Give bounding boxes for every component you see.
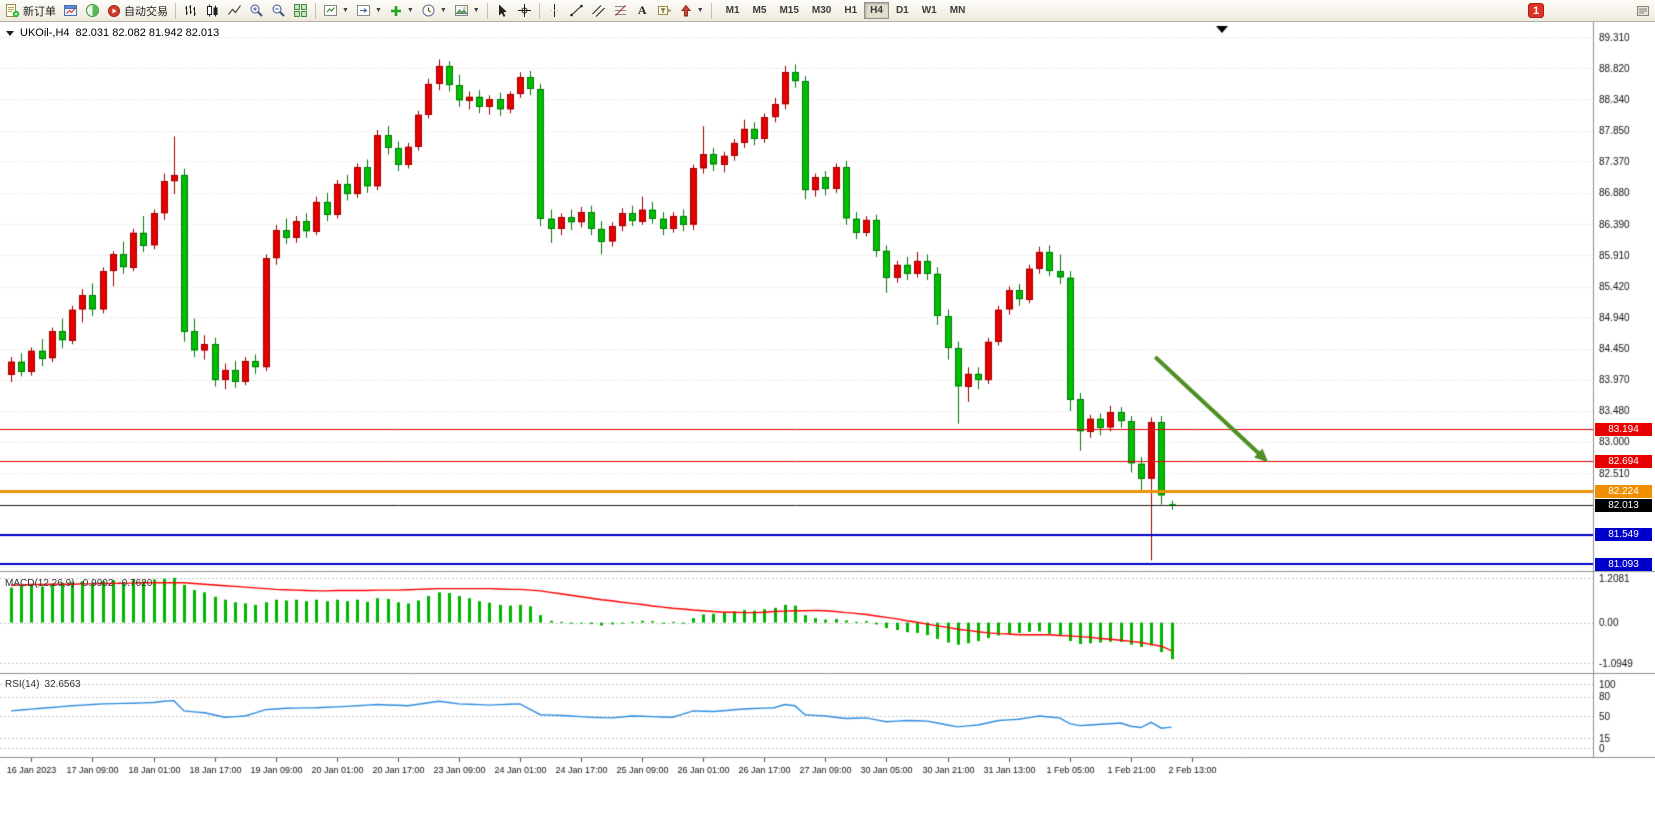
- text-label-icon: [657, 3, 672, 18]
- new-order-label: 新订单: [23, 5, 56, 18]
- zoom-out-button[interactable]: [268, 1, 289, 20]
- new-order-icon: [5, 3, 20, 18]
- zoom-in-icon: [249, 3, 264, 18]
- ohlc-values-label: 82.031 82.082 81.942 82.013: [75, 27, 220, 39]
- toolbar-separator: [538, 2, 540, 19]
- line-chart-icon: [227, 3, 242, 18]
- dropdown-arrow-icon: ▼: [439, 7, 447, 14]
- toolbar-separator: [315, 2, 316, 19]
- clock-icon: [421, 3, 436, 18]
- add-indicator-button[interactable]: ▼: [386, 1, 417, 20]
- fibonacci-button[interactable]: [610, 1, 631, 20]
- timeframe-w1-button[interactable]: W1: [916, 2, 943, 19]
- auto-scroll-icon: [356, 3, 371, 18]
- chart-window-icon: [63, 3, 78, 18]
- charts-window-button[interactable]: [60, 1, 81, 20]
- chart-title: UKOil-,H4 82.031 82.082 81.942 82.013: [6, 27, 219, 39]
- template-image-icon: [454, 3, 469, 18]
- add-indicator-icon: [389, 4, 403, 18]
- text-label-button[interactable]: [654, 1, 675, 20]
- cursor-button[interactable]: [492, 1, 513, 20]
- chart-canvas[interactable]: [0, 22, 1655, 824]
- dropdown-arrow-icon: ▼: [374, 7, 382, 14]
- chart-shift-icon: [323, 3, 338, 18]
- tile-windows-button[interactable]: [290, 1, 311, 20]
- tile-windows-icon: [293, 3, 308, 18]
- autotrading-icon: [107, 4, 121, 18]
- auto-scroll-button[interactable]: ▼: [353, 1, 385, 20]
- market-watch-button[interactable]: [82, 1, 103, 20]
- arrow-shape-icon: [679, 4, 693, 18]
- vertical-line-icon: [548, 3, 561, 18]
- symbol-period-label: UKOil-,H4: [20, 27, 70, 39]
- timeframe-toolbar: M1 M5 M15 M30 H1 H4 D1 W1 MN: [720, 2, 972, 19]
- autotrading-button[interactable]: 自动交易: [104, 1, 171, 20]
- zoom-out-icon: [271, 3, 286, 18]
- timeframe-d1-button[interactable]: D1: [890, 2, 915, 19]
- text-button[interactable]: A: [632, 1, 653, 20]
- channel-icon: [591, 3, 606, 18]
- equidistant-channel-button[interactable]: [588, 1, 609, 20]
- macd-value: -0.9902: [79, 578, 114, 589]
- periods-button[interactable]: ▼: [418, 1, 450, 20]
- collapse-triangle-icon[interactable]: [6, 30, 14, 36]
- line-chart-button[interactable]: [224, 1, 245, 20]
- zoom-in-button[interactable]: [246, 1, 267, 20]
- autotrading-label: 自动交易: [124, 5, 168, 18]
- macd-signal-value: -0.7620: [118, 578, 153, 589]
- new-order-button[interactable]: 新订单: [2, 1, 59, 20]
- timeframe-h4-button[interactable]: H4: [864, 2, 889, 19]
- market-watch-icon: [85, 3, 100, 18]
- timeframe-mn-button[interactable]: MN: [944, 2, 972, 19]
- toolbox-icon: [1636, 4, 1650, 18]
- templates-button[interactable]: ▼: [451, 1, 483, 20]
- timeframe-h1-button[interactable]: H1: [838, 2, 863, 19]
- chart-shift-button[interactable]: ▼: [320, 1, 352, 20]
- text-a-icon: A: [637, 3, 647, 17]
- toolbar: 新订单 自动交易: [0, 0, 1655, 22]
- candlestick-icon: [205, 3, 220, 18]
- toolbar-separator: [486, 2, 488, 19]
- vertical-line-button[interactable]: [544, 1, 565, 20]
- trendline-button[interactable]: [566, 1, 587, 20]
- candlestick-chart-button[interactable]: [202, 1, 223, 20]
- cursor-arrow-icon: [495, 3, 510, 18]
- toolbar-separator: [710, 2, 712, 19]
- dropdown-arrow-icon: ▼: [406, 7, 414, 14]
- rsi-value: 32.6563: [44, 679, 81, 690]
- macd-name: MACD(12,26,9): [5, 578, 75, 589]
- crosshair-button[interactable]: [514, 1, 535, 20]
- toolbox-button[interactable]: [1632, 1, 1653, 20]
- toolbar-right: 1: [1528, 1, 1653, 20]
- timeframe-m1-button[interactable]: M1: [720, 2, 746, 19]
- timeframe-m5-button[interactable]: M5: [747, 2, 773, 19]
- toolbar-separator: [175, 2, 176, 19]
- timeframe-m15-button[interactable]: M15: [773, 2, 804, 19]
- chart-window: UKOil-,H4 82.031 82.082 81.942 82.013 MA…: [0, 22, 1655, 824]
- dropdown-arrow-icon: ▼: [696, 7, 704, 14]
- dropdown-arrow-icon: ▼: [472, 7, 480, 14]
- rsi-indicator-label: RSI(14) 32.6563: [5, 679, 81, 690]
- arrows-button[interactable]: ▼: [676, 1, 707, 20]
- notification-badge[interactable]: 1: [1528, 3, 1544, 18]
- dropdown-arrow-icon: ▼: [342, 7, 349, 14]
- macd-indicator-label: MACD(12,26,9) -0.9902 -0.7620: [5, 578, 152, 589]
- bar-chart-button[interactable]: [180, 1, 201, 20]
- crosshair-icon: [517, 3, 532, 18]
- rsi-name: RSI(14): [5, 679, 40, 690]
- fibonacci-icon: [613, 3, 628, 18]
- timeframe-m30-button[interactable]: M30: [806, 2, 837, 19]
- ohlc-bars-icon: [183, 3, 198, 18]
- trendline-icon: [569, 3, 584, 18]
